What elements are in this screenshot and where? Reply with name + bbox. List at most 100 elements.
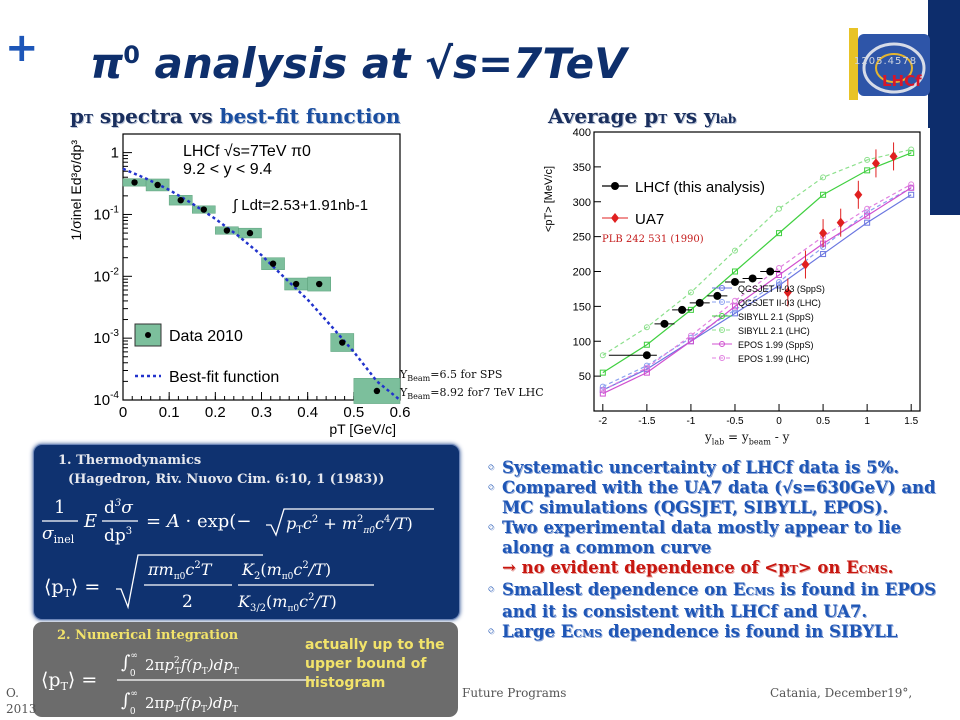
mc-marker <box>599 369 606 376</box>
logo-text: LHCf <box>882 72 922 90</box>
bullet-icon: ◦ <box>486 622 496 641</box>
x-tick-label: -1 <box>686 416 695 427</box>
y-tick-label: 10-2 <box>93 266 119 285</box>
legend-mc-label: EPOS 1.99 (LHC) <box>738 354 810 364</box>
thermo-title-2: (Hagedron, Riv. Nuovo Cim. 6:10, 1 (1983… <box>68 472 385 487</box>
bullet-1-text: Systematic uncertainty of LHCf data is 5… <box>502 458 900 477</box>
data-point <box>269 260 277 267</box>
mc-marker <box>731 306 738 313</box>
mc-marker <box>776 205 783 212</box>
logo-icon: LHCf <box>858 34 930 96</box>
mc-marker <box>864 156 871 163</box>
footer-left: O. <box>6 686 19 700</box>
svg-text:K3/2(mπ0c2/T): K3/2(mπ0c2/T) <box>237 592 337 614</box>
mc-marker <box>864 205 871 212</box>
mc-marker <box>864 212 871 219</box>
x-tick-label: 0.4 <box>297 404 318 421</box>
y-tick-label: 300 <box>573 197 591 209</box>
lhcf-logo: LHCf 1205.4578 <box>850 28 930 98</box>
lhcf-point <box>695 298 704 307</box>
inset-line-2: 9.2 < y < 9.4 <box>183 161 272 178</box>
svg-text:dp3: dp3 <box>104 526 132 546</box>
y-tick-label: 350 <box>573 162 591 174</box>
best-fit-line <box>122 167 401 401</box>
x-tick-label: 0.6 <box>390 404 411 421</box>
mc-curve <box>602 194 912 391</box>
mc-curve <box>602 148 912 356</box>
mc-marker <box>908 146 915 153</box>
mc-marker <box>820 174 827 181</box>
legend-mc-label: QGSJET II-03 (SppS) <box>738 284 825 294</box>
sub-rest: spectra vs <box>92 104 220 128</box>
y-tick-label: 1 <box>111 145 119 162</box>
bullet-1: ◦ Systematic uncertainty of LHCf data is … <box>486 458 958 478</box>
right-subtitle: Average pT vs ylab <box>548 104 736 128</box>
mc-marker <box>731 303 738 310</box>
x-tick-label: 0.5 <box>816 416 830 427</box>
data-point <box>246 229 254 237</box>
y-tick-label: 100 <box>573 336 591 348</box>
lhcf-point <box>660 319 669 328</box>
mc-marker <box>908 191 915 198</box>
legend-lhcf-label: LHCf (this analysis) <box>635 179 765 196</box>
legend-mc-marker <box>719 341 725 347</box>
bullet-icon: ◦ <box>486 478 496 497</box>
ybeam-sub1: Beam <box>407 374 431 384</box>
ua7-point <box>783 287 792 298</box>
x-tick-label: 0 <box>119 404 127 421</box>
data-point <box>339 339 346 346</box>
y-tick-label: 250 <box>573 232 591 244</box>
numeric-title: 2. Numerical integration <box>57 628 239 643</box>
sub-T: T <box>83 112 93 126</box>
legend-mc-marker <box>719 299 725 305</box>
y-tick-label: 400 <box>573 128 591 139</box>
data-point <box>200 206 207 213</box>
footer-center: Future Programs <box>462 686 567 700</box>
inset-line-3: ∫ Ldt=2.53+1.91nb-1 <box>232 197 368 214</box>
b3b: > on E <box>797 558 859 577</box>
b3a: → no evident dependence of <p <box>502 558 790 577</box>
mc-curve <box>602 183 912 391</box>
mc-marker <box>776 278 783 285</box>
ua7-point <box>871 158 880 169</box>
mc-marker <box>908 184 915 191</box>
legend-mc-marker <box>719 355 725 361</box>
svg-text:pTc2 + m2π0c4/T): pTc2 + m2π0c4/T) <box>286 514 413 536</box>
rsub-b: vs y <box>667 104 716 128</box>
bullet-3-arrow: → no evident dependence of <pT> on ECMS. <box>486 558 958 580</box>
mc-marker <box>687 289 694 296</box>
thermodynamics-box: 1. Thermodynamics (Hagedron, Riv. Nuovo … <box>33 444 460 620</box>
svg-text:K2(mπ0c2/T): K2(mπ0c2/T) <box>241 560 331 582</box>
y-tick-label: 10-3 <box>93 328 119 347</box>
ua7-point <box>854 189 863 200</box>
mc-marker <box>643 341 650 348</box>
numerical-integration-box: 2. Numerical integration ⟨pT⟩ = ∫∞ 0 2πp2… <box>33 622 458 717</box>
right-xlabel: ylab = ybeam - y <box>705 430 789 449</box>
svg-text:σinel: σinel <box>42 524 75 546</box>
x-tick-label: 0 <box>776 416 782 427</box>
bullet-icon: ◦ <box>486 518 496 537</box>
lhcf-point <box>713 291 722 300</box>
data-point <box>223 227 231 234</box>
mc-marker <box>731 247 738 254</box>
mc-marker <box>864 219 871 226</box>
legend-mc-marker <box>719 313 725 319</box>
ybeam-lhc-line: YBeam=8.92 for7 TeV LHC <box>400 386 544 404</box>
mc-marker <box>776 230 783 237</box>
b4b: is found in EPOS and it is consistent wi… <box>502 580 937 621</box>
mc-marker <box>599 352 606 359</box>
rsub-T: T <box>658 112 668 126</box>
sub-hl: best-fit function <box>219 104 401 128</box>
xl-mid: = y <box>724 430 749 444</box>
mean-pt-plot: -2 -1.5 -1 -0.5 0 0.5 1 1.5 50 100 150 200 250 300 350… <box>540 127 930 446</box>
y-tick-label: 10-4 <box>93 390 119 409</box>
rsub-a: Average p <box>548 104 659 128</box>
svg-text:⟨pT⟩ =: ⟨pT⟩ = <box>41 669 97 693</box>
mc-marker <box>599 383 606 390</box>
side-stripe <box>849 28 858 100</box>
lhcf-point <box>642 351 651 360</box>
lhcf-point <box>678 305 687 314</box>
mc-marker <box>643 324 650 331</box>
footer-right: Catania, December19°, <box>770 686 913 700</box>
mc-marker <box>908 149 915 156</box>
